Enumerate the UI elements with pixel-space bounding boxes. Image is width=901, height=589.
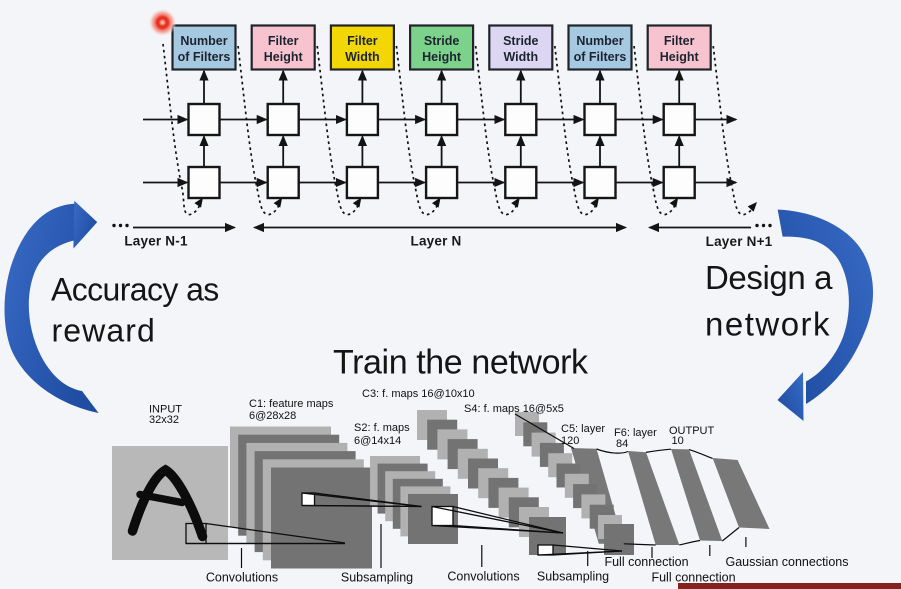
svg-text:of Filters: of Filters bbox=[178, 50, 231, 64]
svg-text:S4: f. maps 16@5x5: S4: f. maps 16@5x5 bbox=[464, 403, 564, 415]
svg-text:Layer N: Layer N bbox=[411, 234, 462, 249]
svg-text:network: network bbox=[705, 306, 831, 343]
svg-text:Gaussian connections: Gaussian connections bbox=[726, 555, 849, 569]
svg-text:6@28x28: 6@28x28 bbox=[249, 410, 296, 422]
svg-text:OUTPUT: OUTPUT bbox=[669, 425, 715, 437]
svg-text:Layer N+1: Layer N+1 bbox=[706, 234, 773, 249]
svg-text:Layer N-1: Layer N-1 bbox=[124, 234, 188, 249]
svg-text:Full connection: Full connection bbox=[604, 555, 688, 569]
svg-text:84: 84 bbox=[616, 438, 628, 450]
svg-text:Stride: Stride bbox=[424, 34, 459, 48]
svg-text:Convolutions: Convolutions bbox=[206, 571, 278, 585]
svg-text:6@14x14: 6@14x14 bbox=[354, 435, 401, 447]
svg-text:120: 120 bbox=[561, 435, 579, 447]
svg-text:Number: Number bbox=[576, 34, 623, 48]
svg-text:Convolutions: Convolutions bbox=[447, 570, 519, 584]
svg-text:S2: f. maps: S2: f. maps bbox=[354, 422, 410, 434]
svg-text:of Filters: of Filters bbox=[574, 50, 627, 64]
svg-text:32x32: 32x32 bbox=[149, 414, 179, 426]
svg-text:C5: layer: C5: layer bbox=[561, 423, 605, 435]
svg-text:Height: Height bbox=[660, 50, 700, 64]
svg-text:F6: layer: F6: layer bbox=[614, 427, 657, 439]
svg-text:Height: Height bbox=[422, 50, 462, 64]
svg-text:Height: Height bbox=[264, 50, 304, 64]
svg-text:C3: f. maps 16@10x10: C3: f. maps 16@10x10 bbox=[362, 388, 475, 400]
svg-text:Filter: Filter bbox=[664, 34, 695, 48]
svg-text:10: 10 bbox=[672, 435, 684, 447]
svg-text:Filter: Filter bbox=[347, 34, 378, 48]
svg-text:Width: Width bbox=[503, 50, 538, 64]
svg-text:Subsampling: Subsampling bbox=[341, 571, 413, 585]
svg-text:Accuracy as: Accuracy as bbox=[51, 272, 219, 308]
svg-text:Train the network: Train the network bbox=[333, 344, 589, 382]
svg-text:INPUT: INPUT bbox=[149, 404, 182, 416]
svg-text:Subsampling: Subsampling bbox=[537, 570, 609, 584]
svg-text:Width: Width bbox=[345, 50, 380, 64]
svg-text:C1: feature maps: C1: feature maps bbox=[249, 398, 334, 410]
svg-text:Number: Number bbox=[180, 34, 227, 48]
svg-text:Stride: Stride bbox=[503, 34, 538, 48]
svg-text:Filter: Filter bbox=[268, 34, 299, 48]
svg-text:Design a: Design a bbox=[705, 259, 833, 296]
svg-text:reward: reward bbox=[52, 313, 156, 349]
svg-text:Full connection: Full connection bbox=[651, 571, 735, 585]
